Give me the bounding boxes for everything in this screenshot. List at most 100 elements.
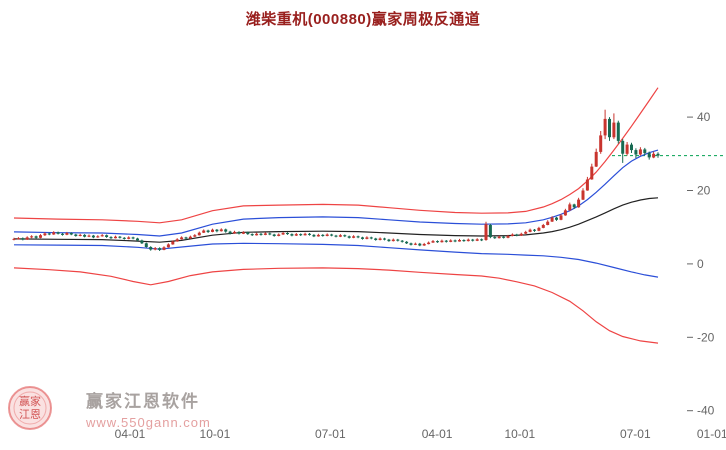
candle-body xyxy=(255,233,259,236)
candle-body xyxy=(541,225,545,228)
candle-body xyxy=(603,118,607,136)
candle-body xyxy=(634,150,638,155)
candle-body xyxy=(550,217,554,222)
candle-body xyxy=(361,237,364,239)
candle-body xyxy=(369,237,373,239)
candle-body xyxy=(621,140,625,154)
candle-body xyxy=(193,235,197,237)
candle-body xyxy=(581,190,585,200)
candle-body xyxy=(268,233,272,235)
x-tick-label: 07-01 xyxy=(620,427,651,441)
candle-body xyxy=(436,241,439,243)
candle-body xyxy=(599,135,603,152)
candle-body xyxy=(34,236,38,238)
y-tick-label: 40 xyxy=(697,110,711,124)
candle-body xyxy=(524,231,528,234)
candle-body xyxy=(396,239,400,241)
candle-body xyxy=(286,233,289,235)
candle-body xyxy=(427,242,431,245)
x-tick-label: 07-01 xyxy=(315,427,346,441)
candle-body xyxy=(241,232,245,234)
candle-body xyxy=(444,240,448,242)
candle-body xyxy=(643,149,647,154)
candle-body xyxy=(175,239,179,242)
candle-body xyxy=(572,204,576,208)
candle-body xyxy=(497,236,501,239)
candle-body xyxy=(330,234,334,236)
candle-body xyxy=(502,236,506,238)
candle-body xyxy=(39,235,42,238)
candle-body xyxy=(228,231,232,234)
candle-body xyxy=(594,151,598,167)
candle-body xyxy=(647,153,651,158)
candle-body xyxy=(391,239,395,242)
candle-body xyxy=(219,229,223,232)
candle-body xyxy=(422,244,426,246)
candle-body xyxy=(69,233,73,235)
candle-body xyxy=(91,235,95,238)
candle-body xyxy=(144,243,148,247)
candle-body xyxy=(197,232,201,236)
candle-body xyxy=(215,229,219,232)
candle-body xyxy=(61,233,64,235)
candle-body xyxy=(374,238,378,240)
candle-body xyxy=(325,234,329,236)
candle-body xyxy=(409,243,413,245)
candle-body xyxy=(153,248,157,250)
candle-body xyxy=(537,227,541,231)
candle-body xyxy=(12,238,16,240)
candle-body xyxy=(211,229,214,232)
candle-body xyxy=(87,235,91,237)
candle-body xyxy=(131,237,135,239)
candle-body xyxy=(585,179,589,191)
candle-body xyxy=(475,239,479,241)
x-tick-label: 10-01 xyxy=(504,427,535,441)
candle-body xyxy=(74,234,78,236)
candle-body xyxy=(378,238,382,240)
x-tick-label: 04-01 xyxy=(422,427,453,441)
candle-body xyxy=(281,233,285,235)
candle-body xyxy=(290,234,294,236)
candle-body xyxy=(458,240,461,242)
candle-body xyxy=(480,239,484,241)
candle-body xyxy=(413,243,417,245)
watermark: 赢家 江恩 赢家江恩软件 www.550gann.com xyxy=(6,384,211,432)
candle-body xyxy=(78,234,82,236)
watermark-url: www.550gann.com xyxy=(86,414,211,430)
candle-body xyxy=(233,231,236,234)
candle-body xyxy=(105,235,109,237)
candle-body xyxy=(352,236,356,238)
svg-text:赢家: 赢家 xyxy=(19,394,41,408)
candle-body xyxy=(638,149,642,155)
candle-body xyxy=(118,236,122,238)
candle-body xyxy=(263,233,267,235)
candle-body xyxy=(608,118,611,138)
watermark-brand: 赢家江恩软件 xyxy=(86,391,200,411)
candle-body xyxy=(277,234,281,236)
candle-body xyxy=(303,233,307,236)
candle-body xyxy=(563,210,567,216)
candle-body xyxy=(515,234,519,236)
candle-body xyxy=(466,239,470,242)
candle-body xyxy=(100,235,104,237)
candle-body xyxy=(338,235,342,237)
candle-body xyxy=(471,239,475,241)
candle-body xyxy=(206,230,210,232)
candle-body xyxy=(127,237,131,239)
candle-body xyxy=(246,232,250,235)
candle-body xyxy=(312,234,316,237)
page-title: 潍柴重机(000880)赢家周极反通道 xyxy=(245,11,481,28)
candle-body xyxy=(308,233,311,235)
candle-body xyxy=(56,232,60,234)
candle-body xyxy=(519,233,523,236)
candle-body xyxy=(109,237,113,239)
candle-body xyxy=(568,204,572,211)
candle-body xyxy=(21,238,25,240)
candle-body xyxy=(440,240,444,243)
candle-body xyxy=(625,144,629,154)
channel-line-upper-blue xyxy=(13,149,659,237)
y-tick-label: -20 xyxy=(697,330,715,344)
candle-body xyxy=(299,234,303,236)
y-tick-label: 20 xyxy=(697,184,711,198)
